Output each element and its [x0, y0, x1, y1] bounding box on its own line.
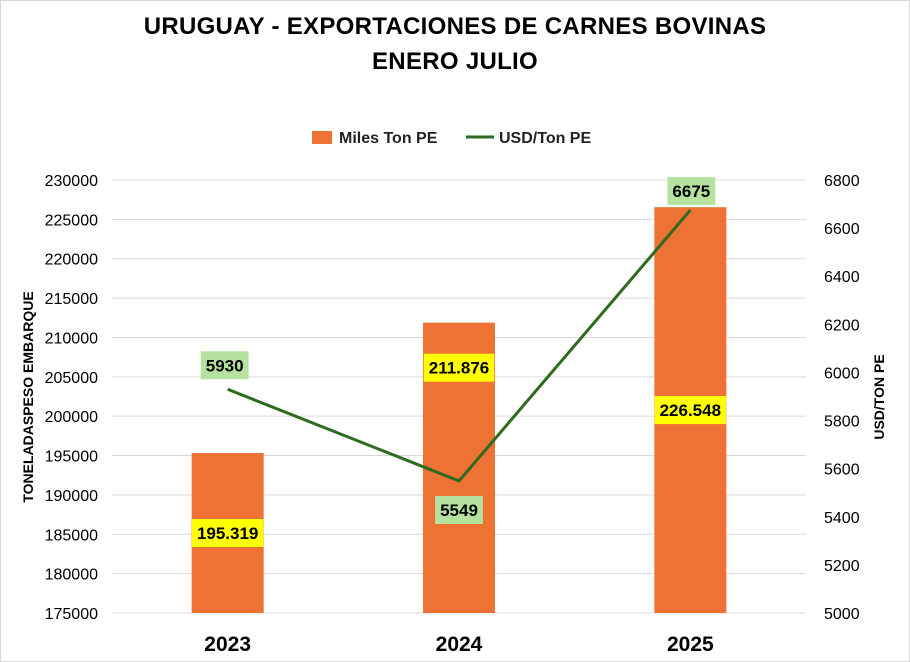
bar-data-label: 195.319 [191, 519, 264, 547]
line-data-label-text: 5549 [440, 501, 478, 520]
y-tick-label: 180000 [45, 567, 98, 584]
legend-bar-swatch [312, 131, 332, 144]
y-axis-title: TONELADASPESO EMBARQUE [20, 291, 36, 502]
legend-line-label: USD/Ton PE [499, 130, 591, 147]
legend: Miles Ton PE USD/Ton PE [312, 130, 591, 147]
y2-tick-label: 6000 [824, 365, 860, 382]
bar-series [191, 207, 727, 614]
x-tick-label: 2025 [667, 633, 714, 656]
y-tick-label: 200000 [45, 409, 98, 426]
x-tick-label: 2024 [436, 633, 483, 656]
bar-data-label: 211.876 [423, 353, 495, 382]
y-tick-label: 210000 [45, 330, 98, 347]
line-data-label-box [667, 177, 716, 206]
y2-tick-label: 5200 [824, 558, 860, 575]
bar-data-label-box [191, 519, 264, 547]
line-data-label-box [200, 351, 249, 380]
line-data-label-text: 6675 [672, 182, 710, 201]
y-tick-label: 220000 [45, 252, 98, 269]
y2-tick-label: 6400 [824, 269, 860, 286]
line-series [227, 209, 692, 483]
line-data-label-text: 5930 [206, 356, 244, 375]
bar-data-label-box [654, 396, 727, 425]
data-labels: 195.319 211.876 226.548 5930 5549 6675 [191, 177, 727, 547]
y-tick-label: 175000 [45, 606, 98, 623]
axes: 175000 180000 185000 190000 195000 200000 2050… [45, 173, 860, 656]
line-usd-ton [227, 209, 692, 483]
y-tick-label: 185000 [45, 527, 98, 544]
y2-tick-label: 6200 [824, 317, 860, 334]
bar-data-label-box [423, 353, 495, 382]
bar-data-label: 226.548 [654, 396, 727, 425]
y2-tick-label: 6800 [824, 173, 860, 190]
y-tick-label: 225000 [45, 212, 98, 229]
y-tick-label: 190000 [45, 488, 98, 505]
y2-tick-label: 6600 [824, 221, 860, 238]
y-tick-label: 215000 [45, 291, 98, 308]
chart-title-line-2: ENERO JULIO [372, 48, 538, 75]
y2-tick-label: 5800 [824, 414, 860, 431]
line-data-label-box [435, 495, 483, 524]
line-data-label: 5930 [200, 351, 249, 380]
chart-title-line-1: URUGUAY - EXPORTACIONES DE CARNES BOVINA… [143, 13, 767, 40]
line-data-label: 6675 [667, 177, 716, 206]
y2-axis-title: USD/TON PE [871, 354, 887, 439]
bar-data-label-text: 211.876 [429, 359, 490, 378]
legend-bar-label: Miles Ton PE [339, 130, 438, 147]
x-tick-label: 2023 [204, 633, 251, 656]
y-tick-label: 205000 [45, 370, 98, 387]
line-data-label: 5549 [435, 495, 483, 524]
y2-tick-label: 5000 [824, 606, 860, 623]
y-tick-label: 195000 [45, 449, 98, 466]
y2-tick-label: 5400 [824, 510, 860, 527]
y-tick-label: 230000 [45, 173, 98, 190]
bar-data-label-text: 226.548 [660, 401, 721, 420]
bar-data-label-text: 195.319 [197, 524, 258, 543]
y2-tick-label: 5600 [824, 462, 860, 479]
